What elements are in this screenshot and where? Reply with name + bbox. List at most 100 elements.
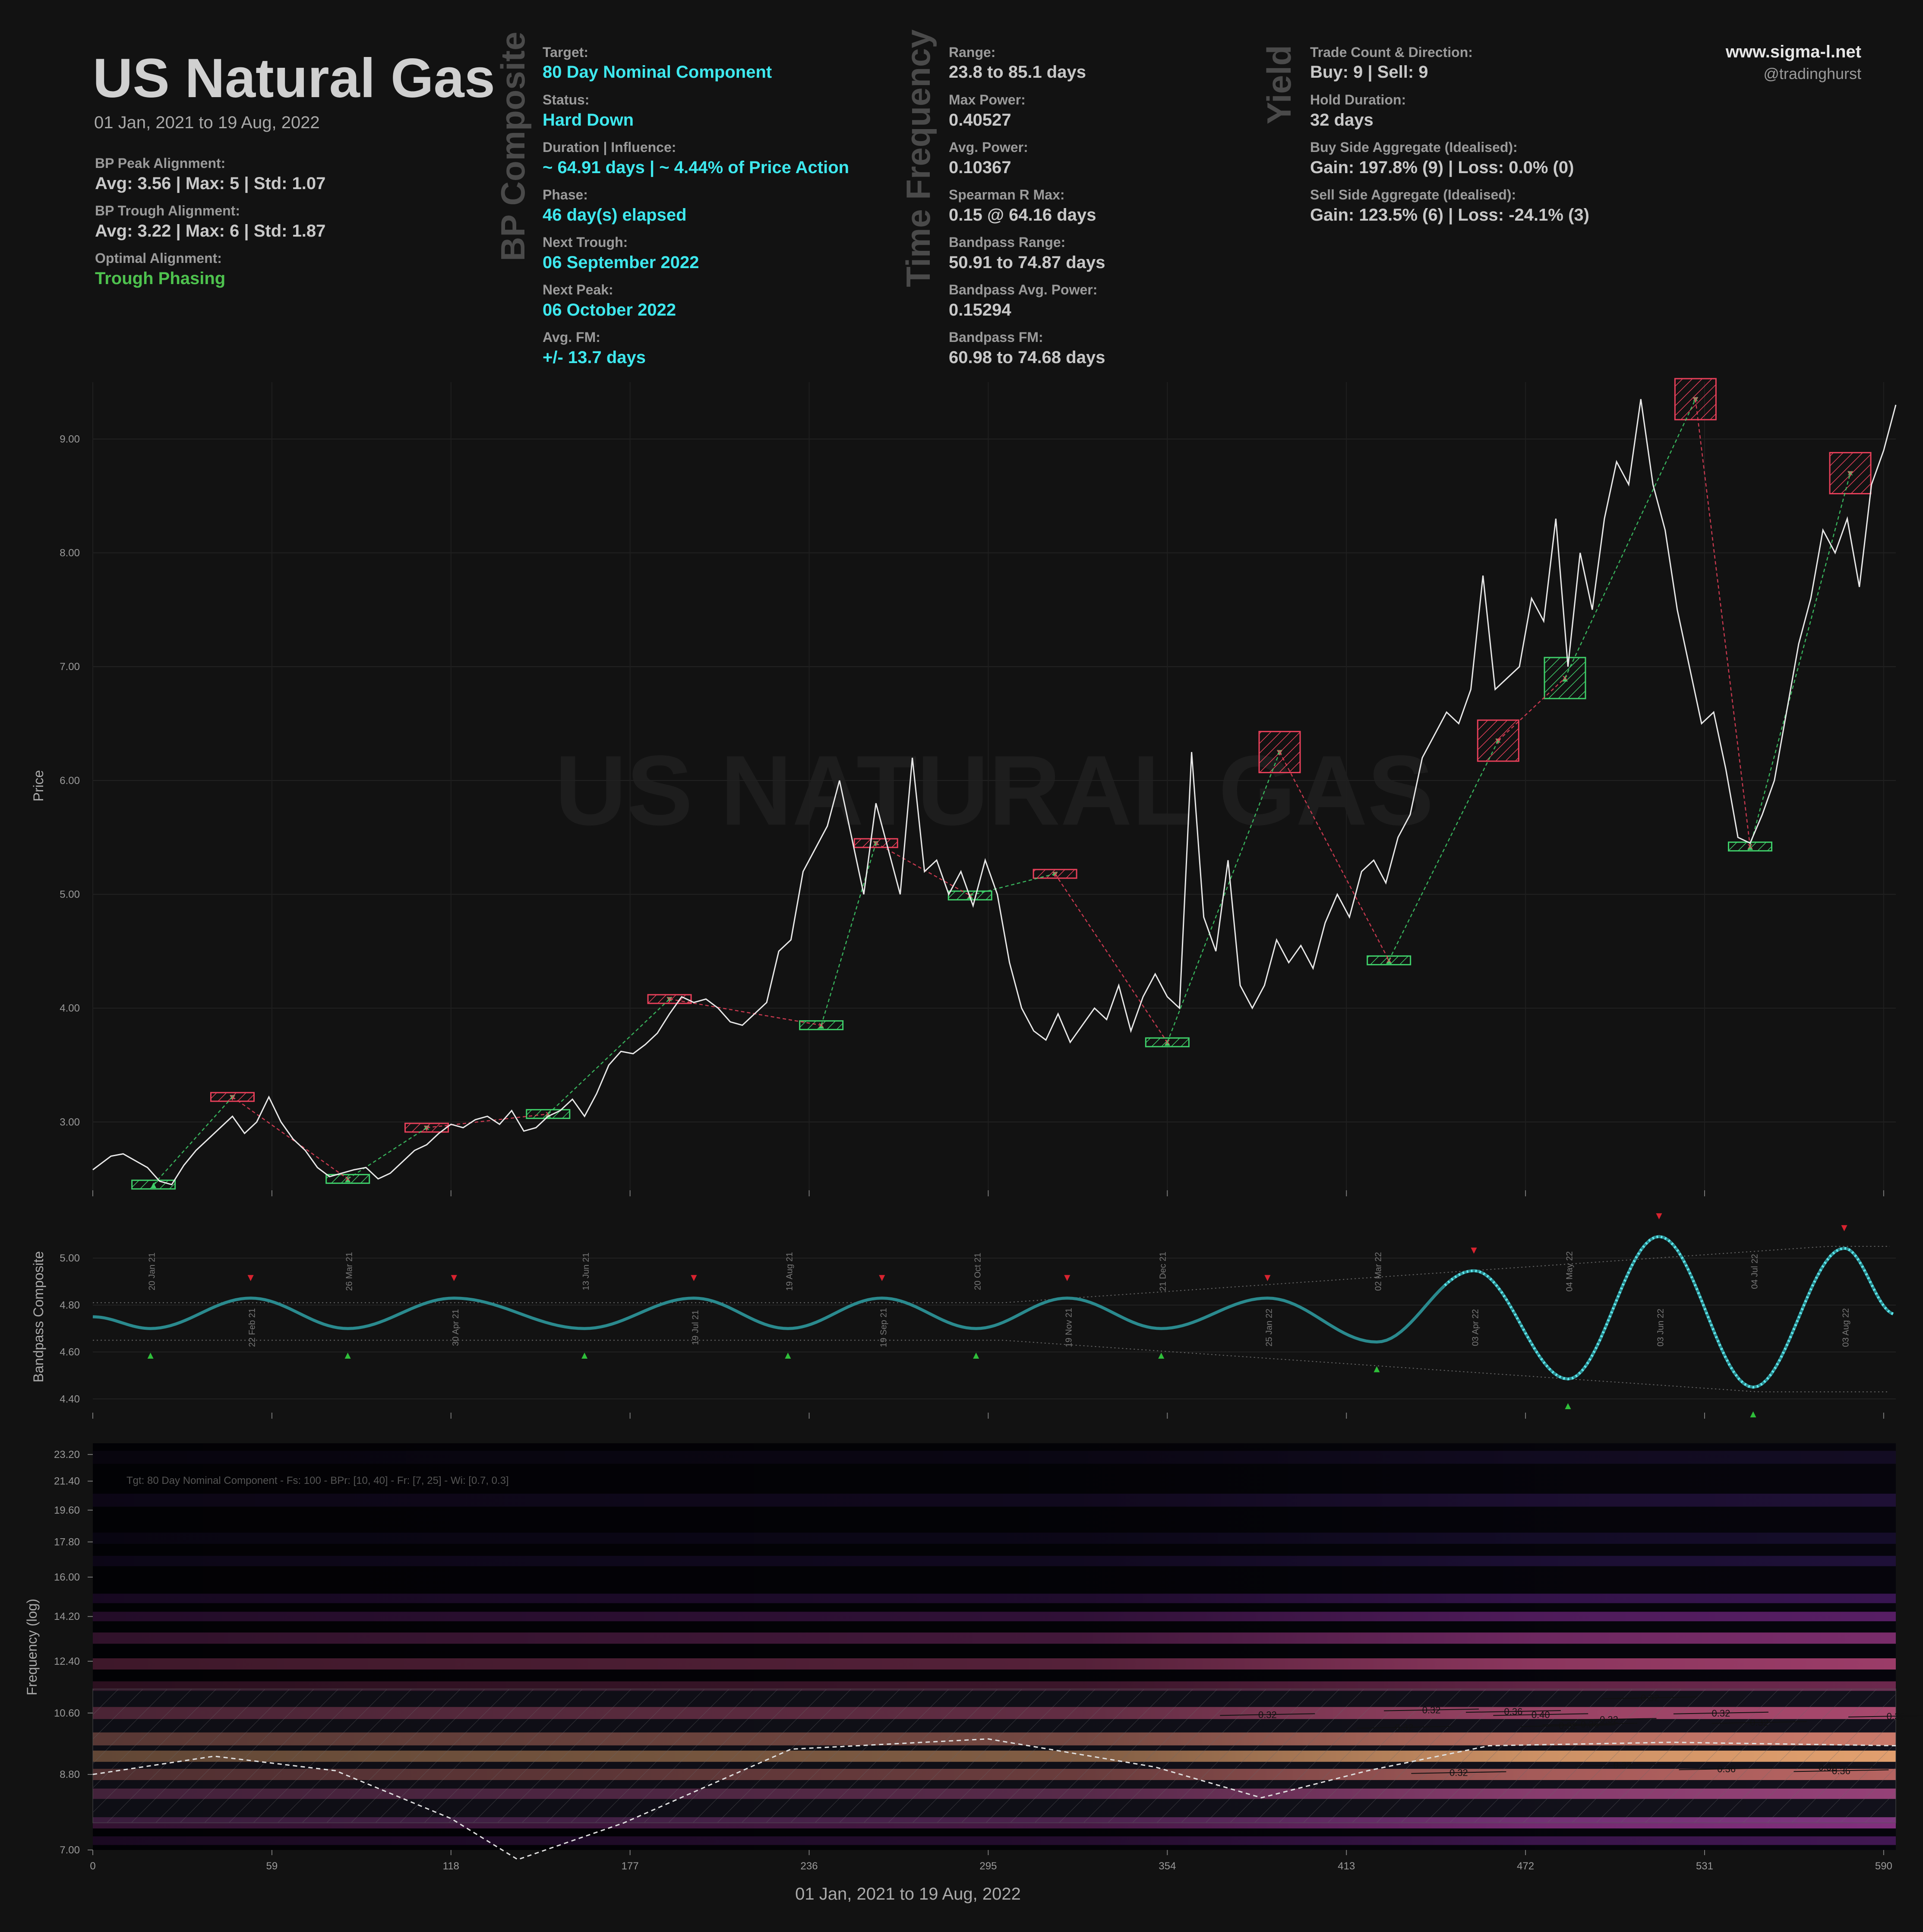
contour-line <box>1542 1723 1638 1726</box>
price-ytick-label: 3.00 <box>60 1116 80 1128</box>
next-trough-value: 06 September 2022 <box>543 253 699 272</box>
contour-label: 0.32 <box>1887 1711 1905 1722</box>
price-ytick-label: 5.00 <box>60 889 80 900</box>
price-ytick-label: 8.00 <box>60 547 80 559</box>
bp-trough-marker: ▲ <box>971 1350 981 1361</box>
contour-line <box>1520 1724 1616 1727</box>
heatmap-xtick-label: 236 <box>801 1860 818 1872</box>
bp-peak-marker: ▼ <box>1654 1210 1664 1222</box>
bp-date-label: 25 Jan 22 <box>1264 1309 1274 1347</box>
price-ytick-label: 6.00 <box>60 775 80 787</box>
trough-box-marker: ▲ <box>149 1179 158 1190</box>
target-value: 80 Day Nominal Component <box>543 63 772 82</box>
spearman-value: 0.15 @ 64.16 days <box>949 206 1096 225</box>
heatmap-xtick-label: 118 <box>443 1860 459 1872</box>
heatmap-xtick-label: 413 <box>1338 1860 1355 1872</box>
contour-line <box>1465 1710 1561 1713</box>
next-peak-value: 06 October 2022 <box>543 300 676 319</box>
contour-line <box>1679 1768 1774 1771</box>
contour-line <box>1602 1696 1698 1699</box>
site-link[interactable]: www.sigma-l.net <box>1725 42 1861 61</box>
bp-trough-marker: ▲ <box>343 1350 353 1361</box>
buy-aggregate-value: Gain: 197.8% (9) | Loss: 0.0% (0) <box>1310 158 1574 177</box>
hold-duration-label: Hold Duration: <box>1310 92 1406 108</box>
bp-avg-power-label: Bandpass Avg. Power: <box>949 282 1098 297</box>
bp-peak-marker: ▼ <box>449 1272 459 1284</box>
contour-label: 0.32 <box>1600 1714 1618 1725</box>
bp-upper-envelope <box>93 1246 1890 1303</box>
bp-trough-marker: ▲ <box>145 1350 156 1361</box>
trade-line <box>1388 740 1499 961</box>
duration-label: Duration | Influence: <box>543 139 676 155</box>
trade-line <box>875 842 970 896</box>
heatmap-xtick-label: 354 <box>1159 1860 1176 1872</box>
phase-label: Phase: <box>543 187 588 202</box>
bp-avg-power-value: 0.15294 <box>949 300 1011 319</box>
bp-ytick-label: 4.80 <box>60 1300 80 1311</box>
bp-date-label: 03 Aug 22 <box>1841 1308 1850 1347</box>
contour-line <box>1411 1771 1506 1774</box>
trade-line <box>232 1096 348 1179</box>
heatmap-xtick-label: 59 <box>266 1860 278 1872</box>
x-axis-label: 01 Jan, 2021 to 19 Aug, 2022 <box>795 1885 1021 1904</box>
range-label: Range: <box>949 44 996 60</box>
bp-peak-marker: ▼ <box>877 1272 887 1284</box>
bp-date-label: 22 Feb 21 <box>248 1308 257 1347</box>
heatmap-ytick-label: 17.80 <box>54 1536 80 1548</box>
bp-peak-label: BP Peak Alignment: <box>95 155 226 171</box>
watermark-text: US NATURAL GAS <box>555 735 1434 846</box>
trade-count-value: Buy: 9 | Sell: 9 <box>1310 63 1428 82</box>
bp-fm-value: 60.98 to 74.68 days <box>949 348 1105 367</box>
heatmap-ytick-label: 12.40 <box>54 1656 80 1667</box>
ridge-line <box>92 1738 1896 1860</box>
heatmap-xtick-label: 295 <box>979 1860 997 1872</box>
max-power-label: Max Power: <box>949 92 1026 108</box>
trough-box-marker: ▲ <box>817 1020 826 1031</box>
trade-line <box>969 873 1055 896</box>
trade-exit-marker: × <box>345 1173 351 1185</box>
status-value: Hard Down <box>543 111 634 130</box>
heatmap-xtick-label: 472 <box>1517 1860 1534 1872</box>
heatmap-ytick-label: 10.60 <box>54 1707 80 1719</box>
heatmap-xtick-label: 177 <box>622 1860 639 1872</box>
trade-exit-marker: × <box>1495 735 1501 747</box>
author-handle: @tradinghurst <box>1763 65 1861 82</box>
price-line <box>92 399 1897 1186</box>
bp-trough-marker: ▲ <box>783 1350 793 1361</box>
avg-fm-value: +/- 13.7 days <box>543 348 646 367</box>
peak-box <box>1829 452 1872 494</box>
bp-fm-label: Bandpass FM: <box>949 329 1043 345</box>
trade-line <box>547 999 670 1115</box>
bp-date-label: 03 Apr 22 <box>1471 1309 1481 1346</box>
trade-line <box>426 1113 548 1129</box>
target-label: Target: <box>543 44 589 60</box>
bp-date-label: 19 Sep 21 <box>879 1308 888 1347</box>
bp-peak-marker: ▼ <box>688 1272 699 1284</box>
optimal-label: Optimal Alignment: <box>95 250 222 266</box>
bp-date-label: 04 Jul 22 <box>1750 1254 1759 1289</box>
bp-date-label: 21 Dec 21 <box>1158 1252 1168 1291</box>
buy-aggregate-label: Buy Side Aggregate (Idealised): <box>1310 139 1518 155</box>
heatmap-ytick-label: 16.00 <box>54 1572 80 1583</box>
bp-lower-envelope <box>93 1340 1890 1392</box>
trough-box-marker: ▲ <box>1384 955 1394 966</box>
bp-date-label: 19 Jul 21 <box>691 1310 700 1345</box>
contour-label: 0.32 <box>1750 1717 1768 1728</box>
sell-aggregate-label: Sell Side Aggregate (Idealised): <box>1310 187 1516 202</box>
duration-value: ~ 64.91 days | ~ 4.44% of Price Action <box>543 158 849 177</box>
bp-trough-label: BP Trough Alignment: <box>95 203 240 218</box>
bp-trough-marker: ▲ <box>579 1350 590 1361</box>
bp-date-label: 30 Apr 21 <box>451 1309 461 1346</box>
hold-duration-value: 32 days <box>1310 111 1374 130</box>
peak-box-marker: ▼ <box>1846 468 1855 479</box>
contour-line <box>1493 1713 1588 1716</box>
trade-line <box>1055 873 1168 1043</box>
bp-ytick-label: 4.40 <box>60 1393 80 1405</box>
bp-range-label: Bandpass Range: <box>949 234 1066 250</box>
heatmap-xtick-label: 531 <box>1696 1860 1713 1872</box>
contour-line <box>1794 1769 1889 1772</box>
trade-exit-marker: × <box>1164 1037 1170 1048</box>
bp-peak-marker: ▼ <box>1839 1222 1850 1233</box>
trough-box-marker: ▲ <box>343 1174 353 1185</box>
